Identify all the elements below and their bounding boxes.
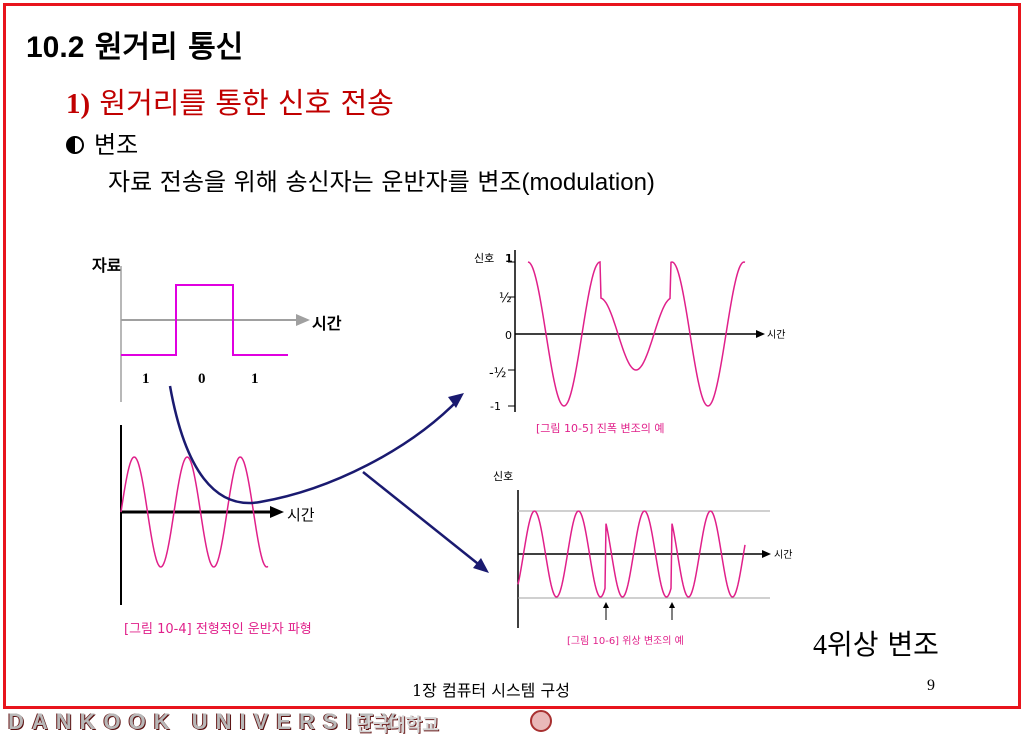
bit-label-2: 0 [198, 371, 206, 387]
slide-border [3, 3, 1021, 709]
am-tick-neg-half: -½ [489, 366, 506, 381]
footer-chapter: 1장 컴퓨터 시스템 구성 [412, 681, 570, 700]
title-text: 원거리 통신 [84, 30, 244, 65]
am-time-label: 시간 [767, 329, 785, 341]
page-number: 9 [927, 677, 935, 694]
pm-time-label: 시간 [774, 549, 792, 561]
bit-label-1: 1 [142, 371, 150, 387]
carrier-axis-arrow-icon [270, 506, 284, 518]
straight-arrowhead-icon [473, 558, 489, 573]
bullet-label: 변조 [94, 131, 139, 159]
am-tick-neg-1: -1 [490, 400, 501, 413]
body-text: 자료 전송을 위해 송신자는 운반자를 변조(modulation) [108, 162, 655, 197]
pm-wave [517, 510, 746, 598]
am-tick-half: ½ [499, 291, 512, 306]
pm-caption: [그림 10-6] 위상 변조의 예 [567, 634, 684, 647]
body-text-latin: (modulation) [521, 169, 655, 196]
half-circle-bullet-icon [66, 136, 84, 154]
curve-arrowhead-icon [448, 393, 464, 408]
am-tick-1: 1 [505, 252, 513, 265]
slide-subtitle: 1) 원거리를 통한 신호 전송 [66, 80, 394, 122]
carrier-time-label: 시간 [287, 506, 315, 524]
university-logo: DANKOOK UNIVERSITY [8, 709, 404, 734]
am-caption: [그림 10-5] 진폭 변조의 예 [536, 422, 665, 435]
title-number: 10.2 [26, 31, 85, 64]
am-y-label: 신호 [474, 252, 494, 265]
body-text-korean: 자료 전송을 위해 송신자는 운반자를 변조 [108, 168, 522, 196]
data-time-label: 시간 [312, 314, 342, 333]
data-axis-label: 자료 [92, 256, 122, 275]
straight-arrow [362, 471, 483, 568]
pm-y-label: 신호 [493, 470, 513, 483]
caption-text: 위상 변조 [827, 628, 939, 661]
subtitle-number: 1) [66, 88, 91, 120]
am-wave [527, 261, 746, 407]
university-seal-icon [530, 710, 552, 732]
subtitle-text: 원거리를 통한 신호 전송 [90, 86, 394, 120]
am-axis-arrow-icon [756, 330, 765, 338]
carrier-caption: [그림 10-4] 전형적인 운반자 파형 [124, 622, 312, 637]
university-logo-korean: 단국대학교 [356, 715, 439, 736]
phase-modulation-caption: 4위상 변조 [813, 623, 939, 663]
up-arrow-icon [603, 602, 609, 608]
up-arrow-icon [669, 602, 675, 608]
bit-label-3: 1 [251, 371, 259, 387]
slide-title: 10.2 원거리 통신 [26, 22, 243, 66]
carrier-wave [120, 456, 269, 568]
bullet-item: 변조 [66, 125, 138, 160]
pm-axis-arrow-icon [762, 550, 771, 558]
caption-number: 4 [813, 630, 827, 661]
am-tick-0: 0 [505, 329, 512, 342]
time-axis-arrow-icon [296, 314, 310, 326]
data-square-wave [121, 284, 288, 356]
curve-arrow [168, 385, 461, 505]
